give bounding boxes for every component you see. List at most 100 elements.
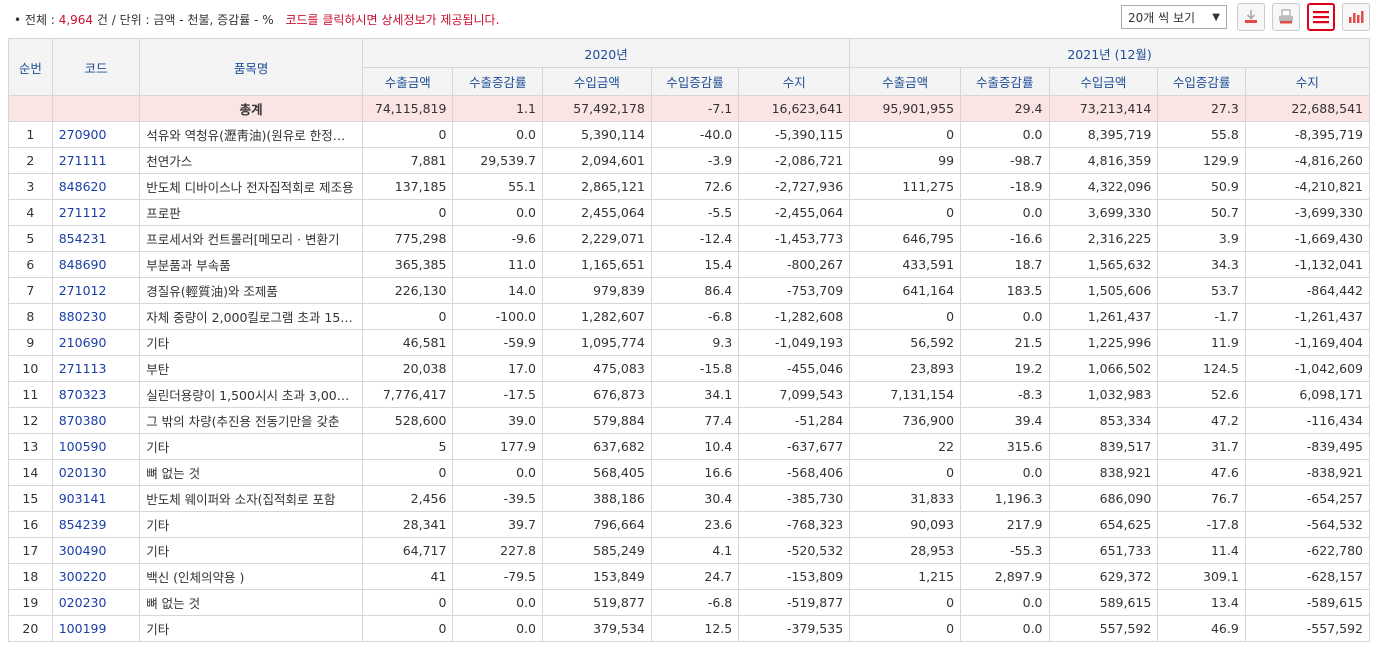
value-cell: -1,282,608 bbox=[738, 303, 851, 330]
value-cell: 839,517 bbox=[1048, 433, 1159, 460]
code-link[interactable]: 020130 bbox=[51, 459, 141, 486]
value-cell: 18.7 bbox=[960, 251, 1050, 278]
value-cell: 13.4 bbox=[1157, 589, 1246, 616]
value-cell: 226,130 bbox=[361, 277, 454, 304]
col-balance[interactable]: 수지 bbox=[738, 67, 851, 96]
code-link[interactable]: 854239 bbox=[51, 511, 141, 538]
rank-cell: 5 bbox=[8, 225, 53, 252]
value-cell: 3.9 bbox=[1157, 225, 1246, 252]
rank-cell: 15 bbox=[8, 485, 53, 512]
code-link[interactable]: 903141 bbox=[51, 485, 141, 512]
rank-cell: 3 bbox=[8, 173, 53, 200]
value-cell: 16.6 bbox=[650, 459, 740, 486]
value-cell: 641,164 bbox=[849, 277, 962, 304]
value-cell: 47.6 bbox=[1157, 459, 1246, 486]
page-size-select[interactable]: 20개 씩 보기 ▼ bbox=[1121, 5, 1227, 29]
value-cell: 475,083 bbox=[541, 355, 652, 382]
code-link[interactable]: 270900 bbox=[51, 121, 141, 148]
item-name-cell: 기타 bbox=[139, 511, 363, 538]
code-link[interactable]: 271112 bbox=[51, 199, 141, 226]
table-row: 4 271112 프로판 0 0.0 2,455,064 -5.5 -2,455,064 0 0.… bbox=[8, 199, 1371, 226]
chevron-down-icon: ▼ bbox=[1212, 11, 1220, 23]
print-button[interactable] bbox=[1272, 3, 1300, 31]
table-row: 19 020230 뼈 없는 것 0 0.0 519,877 -6.8 -519,877 0 0.… bbox=[8, 589, 1371, 616]
col-import-rate[interactable]: 수입증감률 bbox=[1157, 67, 1246, 96]
value-cell: 7,099,543 bbox=[738, 381, 851, 408]
value-cell: 315.6 bbox=[960, 433, 1050, 460]
value-cell: 0 bbox=[361, 589, 454, 616]
code-link[interactable]: 870323 bbox=[51, 381, 141, 408]
code-link[interactable]: 300490 bbox=[51, 537, 141, 564]
col-code[interactable]: 코드 bbox=[51, 38, 141, 96]
toolbar: 20개 씩 보기 ▼ bbox=[1121, 3, 1370, 31]
code-link[interactable]: 880230 bbox=[51, 303, 141, 330]
code-link[interactable]: 300220 bbox=[51, 563, 141, 590]
code-link[interactable]: 271111 bbox=[51, 147, 141, 174]
value-cell: -557,592 bbox=[1244, 615, 1371, 642]
value-cell: 77.4 bbox=[650, 407, 740, 434]
value-cell: -628,157 bbox=[1244, 563, 1371, 590]
download-button[interactable] bbox=[1237, 3, 1265, 31]
rank-cell: 20 bbox=[8, 615, 53, 642]
value-cell: 46.9 bbox=[1157, 615, 1246, 642]
code-link[interactable]: 271113 bbox=[51, 355, 141, 382]
col-import-amount[interactable]: 수입금액 bbox=[541, 67, 652, 96]
col-export-rate[interactable]: 수출증감률 bbox=[960, 67, 1050, 96]
value-cell: -100.0 bbox=[452, 303, 543, 330]
value-cell: 2,865,121 bbox=[541, 173, 652, 200]
value-cell: 0.0 bbox=[960, 199, 1050, 226]
col-name[interactable]: 품목명 bbox=[139, 38, 363, 96]
value-cell: -455,046 bbox=[738, 355, 851, 382]
value-cell: 579,884 bbox=[541, 407, 652, 434]
value-cell: 0.0 bbox=[960, 615, 1050, 642]
code-link[interactable]: 848690 bbox=[51, 251, 141, 278]
value-cell: 29,539.7 bbox=[452, 147, 543, 174]
value-cell: 1,165,651 bbox=[541, 251, 652, 278]
col-rank[interactable]: 순번 bbox=[8, 38, 53, 96]
value-cell: 0 bbox=[849, 615, 962, 642]
value-cell: 736,900 bbox=[849, 407, 962, 434]
table-body: 총계 74,115,819 1.1 57,492,178 -7.1 16,623… bbox=[8, 95, 1371, 642]
value-cell: 7,131,154 bbox=[849, 381, 962, 408]
value-cell: -5.5 bbox=[650, 199, 740, 226]
value-cell: -5,390,115 bbox=[738, 121, 851, 148]
value-cell: 3,699,330 bbox=[1048, 199, 1159, 226]
item-name-cell: 경질유(輕質油)와 조제품 bbox=[139, 277, 363, 304]
value-cell: 0.0 bbox=[960, 589, 1050, 616]
col-import-amount[interactable]: 수입금액 bbox=[1048, 67, 1159, 96]
col-year-2020: 2020년 bbox=[361, 38, 851, 68]
code-link[interactable]: 210690 bbox=[51, 329, 141, 356]
value-cell: 0.0 bbox=[960, 459, 1050, 486]
value-cell: 10.4 bbox=[650, 433, 740, 460]
code-link[interactable]: 848620 bbox=[51, 173, 141, 200]
code-link[interactable]: 271012 bbox=[51, 277, 141, 304]
col-import-rate[interactable]: 수입증감률 bbox=[650, 67, 740, 96]
chart-view-button[interactable] bbox=[1342, 3, 1370, 31]
code-link[interactable]: 870380 bbox=[51, 407, 141, 434]
code-link[interactable]: 020230 bbox=[51, 589, 141, 616]
col-export-rate[interactable]: 수출증감률 bbox=[452, 67, 543, 96]
code-link[interactable]: 854231 bbox=[51, 225, 141, 252]
value-cell: 76.7 bbox=[1157, 485, 1246, 512]
value-cell: 17.0 bbox=[452, 355, 543, 382]
item-name-cell: 프로판 bbox=[139, 199, 363, 226]
col-export-amount[interactable]: 수출금액 bbox=[849, 67, 962, 96]
col-balance[interactable]: 수지 bbox=[1244, 67, 1371, 96]
code-link[interactable]: 100590 bbox=[51, 433, 141, 460]
value-cell: 5,390,114 bbox=[541, 121, 652, 148]
value-cell: 853,334 bbox=[1048, 407, 1159, 434]
value-cell: 2,316,225 bbox=[1048, 225, 1159, 252]
code-link[interactable]: 100199 bbox=[51, 615, 141, 642]
table-row: 6 848690 부분품과 부속품 365,385 11.0 1,165,651 15.4-… bbox=[8, 251, 1371, 278]
value-cell: -519,877 bbox=[738, 589, 851, 616]
col-export-amount[interactable]: 수출금액 bbox=[361, 67, 454, 96]
list-view-button[interactable] bbox=[1307, 3, 1335, 31]
total-label: 전체 : bbox=[24, 13, 55, 27]
rank-cell: 10 bbox=[8, 355, 53, 382]
value-cell: 0 bbox=[849, 589, 962, 616]
value-cell: -9.6 bbox=[452, 225, 543, 252]
value-cell: 99 bbox=[849, 147, 962, 174]
col-year-2021: 2021년 (12월) bbox=[849, 38, 1370, 68]
value-cell: 11.0 bbox=[452, 251, 543, 278]
value-cell: 676,873 bbox=[541, 381, 652, 408]
